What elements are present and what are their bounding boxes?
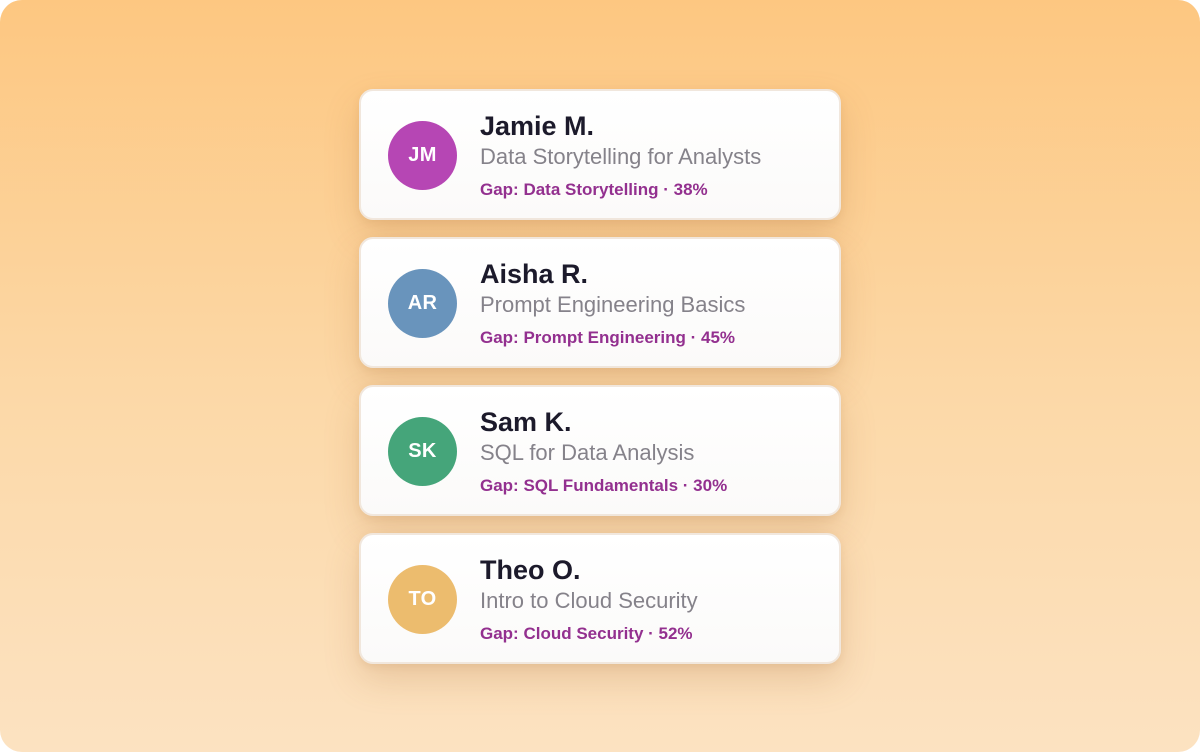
learner-info: Sam K. SQL for Data Analysis Gap: SQL Fu… — [480, 406, 823, 497]
learner-name: Theo O. — [480, 555, 581, 585]
skill-gap-label: Gap: Data Storytelling · 38% — [480, 180, 708, 199]
learner-card[interactable]: TO Theo O. Intro to Cloud Security Gap: … — [359, 533, 841, 664]
learner-card[interactable]: AR Aisha R. Prompt Engineering Basics Ga… — [359, 237, 841, 368]
skill-gap-label: Gap: SQL Fundamentals · 30% — [480, 476, 728, 495]
course-title: SQL for Data Analysis — [480, 440, 695, 465]
course-title: Prompt Engineering Basics — [480, 292, 746, 317]
skill-gap-label: Gap: Cloud Security · 52% — [480, 624, 693, 643]
learner-name: Sam K. — [480, 407, 572, 437]
avatar: JM — [388, 121, 457, 190]
learner-name: Jamie M. — [480, 111, 595, 141]
avatar: TO — [388, 565, 457, 634]
learner-info: Theo O. Intro to Cloud Security Gap: Clo… — [480, 554, 823, 645]
skill-gap-label: Gap: Prompt Engineering · 45% — [480, 328, 736, 347]
learner-info: Jamie M. Data Storytelling for Analysts … — [480, 110, 823, 201]
learner-name: Aisha R. — [480, 259, 589, 289]
learner-card-list: JM Jamie M. Data Storytelling for Analys… — [359, 89, 841, 664]
learner-card[interactable]: JM Jamie M. Data Storytelling for Analys… — [359, 89, 841, 220]
avatar: AR — [388, 269, 457, 338]
course-title: Data Storytelling for Analysts — [480, 144, 762, 169]
avatar: SK — [388, 417, 457, 486]
course-title: Intro to Cloud Security — [480, 588, 698, 613]
learner-info: Aisha R. Prompt Engineering Basics Gap: … — [480, 258, 823, 349]
learner-card[interactable]: SK Sam K. SQL for Data Analysis Gap: SQL… — [359, 385, 841, 516]
